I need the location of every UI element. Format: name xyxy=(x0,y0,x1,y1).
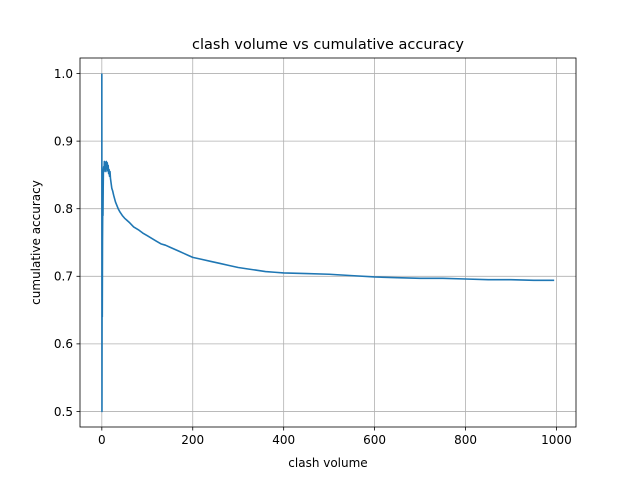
x-tick-label: 1000 xyxy=(541,433,572,447)
grid-layer xyxy=(80,58,576,427)
y-axis-label: cumulative accuracy xyxy=(29,180,43,305)
y-tick-label: 0.5 xyxy=(54,405,73,419)
plot-frame xyxy=(79,57,577,428)
series-line xyxy=(101,73,555,413)
y-ticks: 0.5 0.6 0.7 0.8 0.9 1.0 xyxy=(54,67,80,419)
y-tick-label: 0.9 xyxy=(54,134,73,148)
chart-title: clash volume vs cumulative accuracy xyxy=(192,37,464,53)
x-tick-label: 200 xyxy=(181,433,204,447)
x-tick-label: 400 xyxy=(272,433,295,447)
x-tick-label: 800 xyxy=(454,433,477,447)
x-ticks: 0 200 400 600 800 1000 xyxy=(98,427,572,447)
series-layer xyxy=(101,73,555,413)
y-tick-label: 0.8 xyxy=(54,202,73,216)
y-tick-label: 0.7 xyxy=(54,270,73,284)
x-tick-label: 0 xyxy=(98,433,106,447)
x-tick-label: 600 xyxy=(363,433,386,447)
y-tick-label: 0.6 xyxy=(54,337,73,351)
y-tick-label: 1.0 xyxy=(54,67,73,81)
x-axis-label: clash volume xyxy=(288,456,367,470)
